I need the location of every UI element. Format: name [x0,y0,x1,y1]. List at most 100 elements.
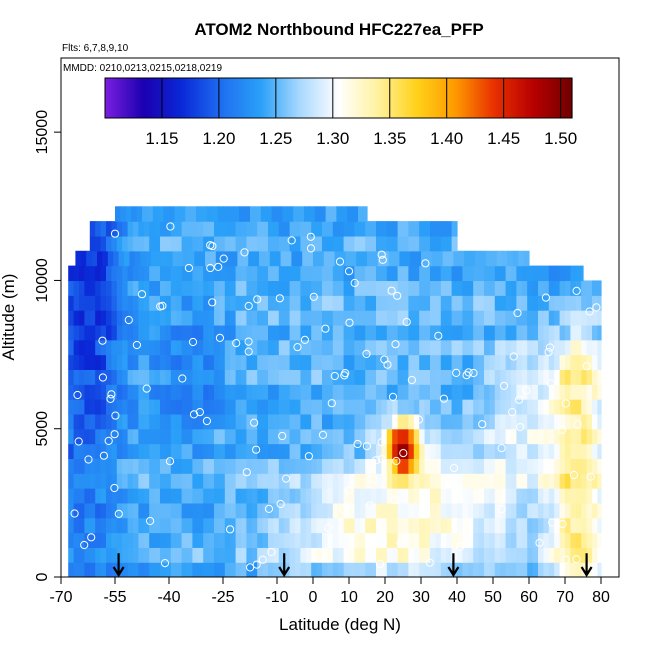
heatmap-cell [365,517,372,534]
sample-point [402,317,411,327]
heatmap-cell [289,547,296,563]
heatmap-cell [156,250,163,267]
heatmap-cell [376,399,382,415]
heatmap-cell [95,413,102,430]
sample-point [250,418,259,427]
heatmap-cell [129,250,136,267]
colorbar-segment [159,78,163,118]
heatmap-cell [381,443,388,459]
colorbar-segment [303,78,307,118]
heatmap-cell [354,265,361,282]
heatmap-cell [111,547,118,563]
heatmap-cell [143,413,150,430]
heatmap-cell [122,221,129,237]
heatmap-cell [176,473,183,489]
heatmap-cell [224,221,231,237]
heatmap-cell [217,206,224,222]
heatmap-cell [133,458,139,474]
heatmap-cell [95,428,102,445]
heatmap-cell [122,399,129,415]
colorbar-segment [118,78,122,118]
heatmap-cell [224,562,231,577]
heatmap-cell [338,488,345,504]
heatmap-cell [338,221,345,237]
colorbar-segment [492,78,495,118]
colorbar-segment [447,78,451,118]
heatmap-cell [478,339,485,356]
heatmap-cell [365,443,372,459]
heatmap-cell [554,310,561,326]
heatmap-cell [332,488,339,504]
colorbar-segment [498,78,501,118]
heatmap-cell [230,532,237,548]
heatmap-cell [527,369,534,385]
heatmap-cell [462,488,469,504]
heatmap-cell [257,428,264,445]
heatmap-cell [408,310,415,326]
heatmap-cell [413,458,420,474]
heatmap-cell [597,443,602,459]
heatmap-cell [79,295,85,311]
heatmap-cell [408,369,415,385]
heatmap-cell [230,517,237,534]
colorbar-segment [250,78,254,118]
heatmap-cell [116,562,123,577]
heatmap-cell [527,547,534,563]
heatmap-cell [138,532,145,548]
heatmap-cell [575,369,582,385]
heatmap-cell [219,458,226,474]
heatmap-cell [518,250,525,267]
heatmap-cell [160,399,166,415]
heatmap-cell [505,265,512,282]
heatmap-cell [350,250,357,267]
heatmap-cell [327,443,334,459]
heatmap-cell [446,399,453,415]
heatmap-cell [331,206,337,222]
heatmap-cell [332,547,339,563]
heatmap-cell [592,502,598,519]
heatmap-cell [214,428,220,445]
heatmap-cell [224,369,231,385]
heatmap-cell [246,562,253,577]
heatmap-cell [95,488,102,504]
colorbar-segment [272,78,275,118]
heatmap-cell [264,250,271,267]
heatmap-cell [527,532,534,548]
heatmap-cell [197,473,204,489]
heatmap-cell [251,280,258,296]
heatmap-cell [575,354,582,370]
heatmap-cell [467,354,474,370]
heatmap-cell [68,502,75,519]
heatmap-cell [381,562,388,577]
heatmap-cell [338,502,345,519]
heatmap-cell [241,443,247,459]
heatmap-cell [176,265,183,282]
heatmap-cell [181,413,188,430]
heatmap-cell [359,280,366,296]
heatmap-cell [349,547,355,563]
heatmap-cell [502,250,508,267]
heatmap-cell [575,473,582,489]
heatmap-cell [273,354,280,370]
heatmap-cell [127,324,134,341]
heatmap-cell [84,488,91,504]
sample-point [306,244,316,253]
heatmap-cell [392,532,399,548]
heatmap-cell [462,458,469,474]
heatmap-cell [154,295,161,311]
heatmap-cell [262,458,269,474]
heatmap-cell [359,502,366,519]
heatmap-cell [437,250,444,267]
heatmap-cell [127,280,134,296]
heatmap-cell [451,443,458,459]
heatmap-cell [408,295,415,311]
heatmap-cell [462,324,469,341]
heatmap-cell [527,413,534,430]
colorbar-segment [346,78,349,118]
sample-point [522,386,531,395]
heatmap-cell [165,324,172,341]
heatmap-cell [224,488,231,504]
heatmap-cell [381,413,388,430]
sample-point [546,379,555,388]
heatmap-cell [181,473,188,489]
